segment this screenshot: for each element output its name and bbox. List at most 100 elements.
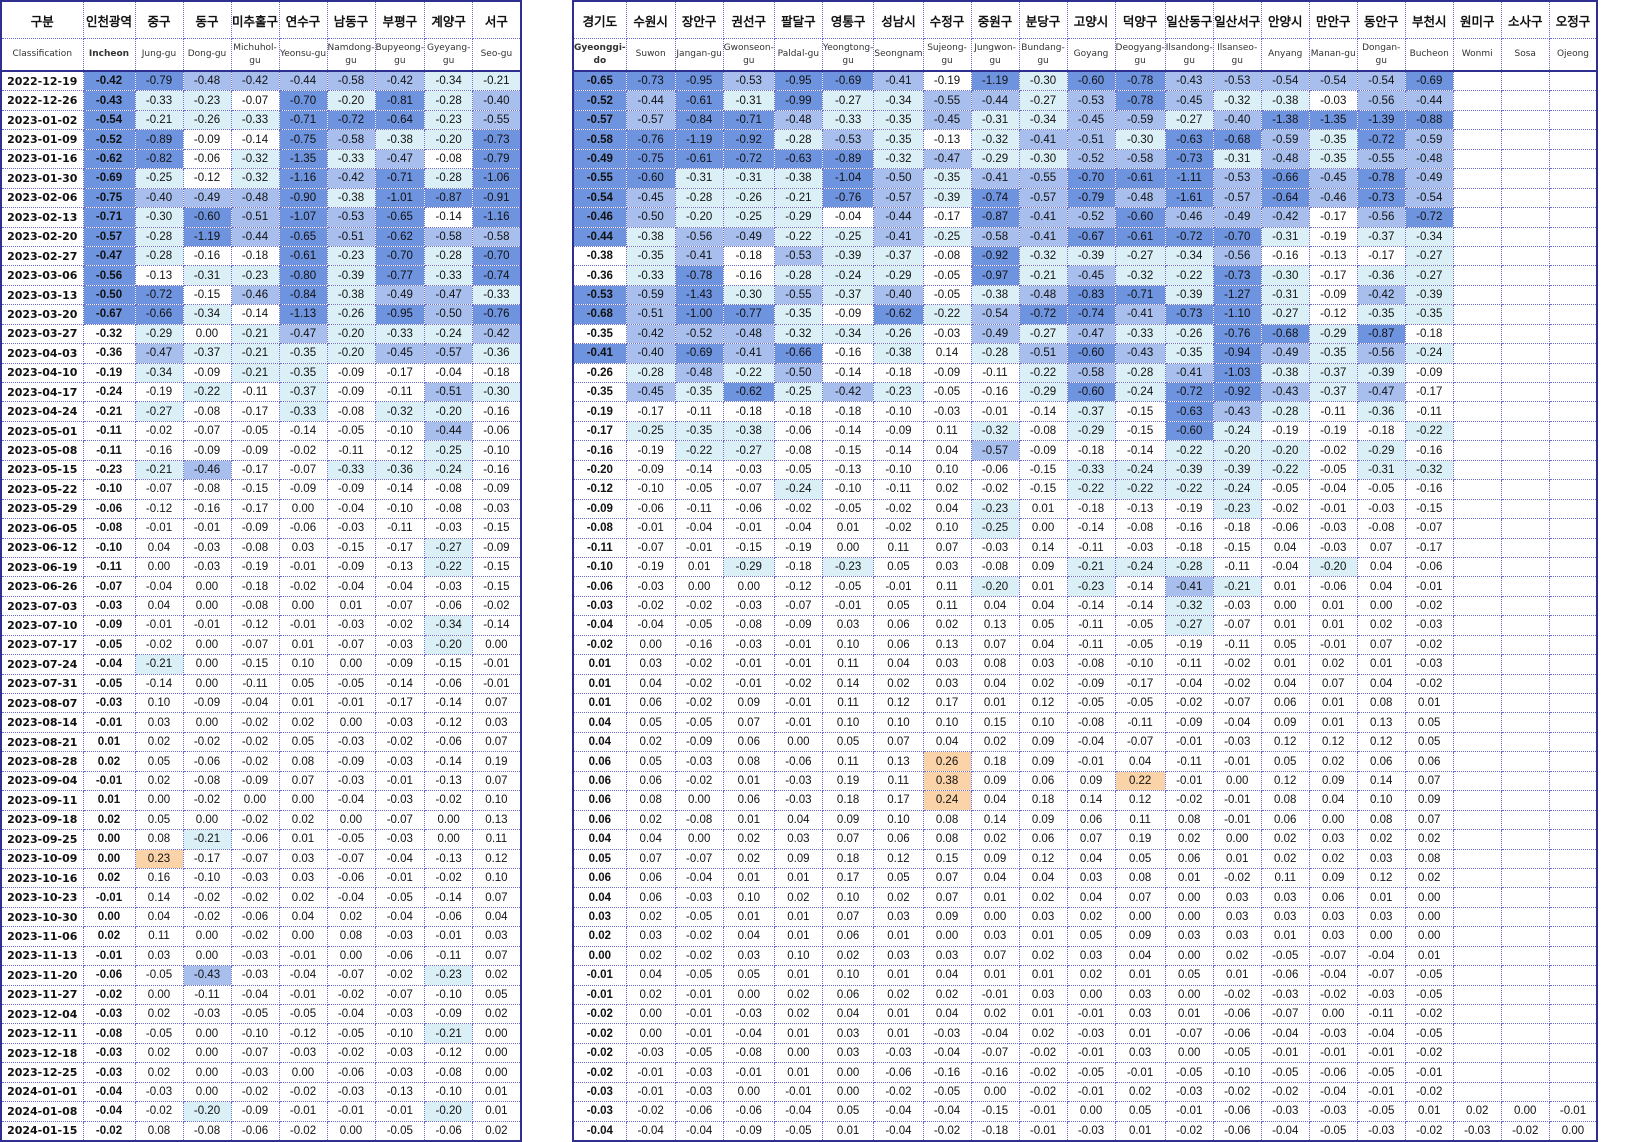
value-cell: -0.02 [571, 1003, 627, 1025]
table-row: 2023-06-19 -0.11 0.00 -0.03 -0.19 -0.01 -0.09-… [0, 556, 522, 578]
value-cell: 0.00 [182, 654, 232, 675]
value-cell: -0.28 [1260, 401, 1310, 422]
value-cell: -0.79 [472, 148, 522, 170]
value-cell: -0.02 [674, 692, 724, 714]
value-cell: -0.01 [773, 692, 823, 714]
table-row: -0.57 -0.57 -0.84 -0.71 -0.48 -0.33 -0.35 -0.45… [571, 109, 1599, 131]
table-row: -0.12 -0.10 -0.05 -0.07 -0.24 -0.10 -0.11 0.02-… [571, 479, 1599, 500]
value-cell [1500, 751, 1550, 772]
table-row: 0.04 0.05 -0.05 0.07 -0.01 0.10 0.10 0.10 0.15 0.… [571, 712, 1599, 733]
value-cell: 0.04 [1018, 634, 1068, 656]
value-cell: -0.42 [625, 323, 676, 345]
value-cell: 0.00 [1114, 906, 1166, 928]
value-cell: -0.44 [278, 70, 328, 92]
value-cell: -0.53 [1212, 168, 1262, 189]
value-cell: -0.15 [1114, 420, 1166, 442]
value-cell [1500, 712, 1550, 733]
value-cell: 0.08 [1260, 790, 1310, 811]
value-cell: -0.50 [82, 284, 136, 306]
value-cell: -0.38 [722, 420, 775, 442]
value-cell: -0.02 [1018, 1042, 1068, 1064]
value-cell: -0.07 [374, 984, 426, 1006]
value-cell: 0.00 [722, 1081, 775, 1103]
value-cell: -0.31 [722, 168, 775, 189]
value-cell: -0.72 [1404, 207, 1454, 228]
value-cell: 0.04 [1018, 867, 1068, 889]
value-cell: 0.06 [821, 926, 875, 947]
value-cell: -0.40 [625, 343, 676, 364]
value-cell: 0.00 [424, 829, 474, 850]
value-cell: 0.11 [821, 654, 875, 675]
table-row: 2023-05-15 -0.23 -0.21 -0.46 -0.17 -0.07 -0.33… [0, 459, 522, 481]
value-cell: -0.01 [970, 984, 1020, 1006]
value-cell: -0.29 [1018, 381, 1068, 403]
value-cell: 0.02 [82, 751, 136, 772]
value-cell: -0.23 [424, 965, 474, 986]
value-cell: -0.22 [1018, 362, 1068, 384]
value-cell: 0.07 [922, 867, 972, 889]
value-cell: -0.23 [182, 90, 232, 111]
value-cell [1548, 556, 1599, 578]
value-cell: 0.00 [1500, 1101, 1550, 1122]
value-cell [1452, 265, 1502, 286]
value-cell: 0.03 [278, 867, 328, 889]
value-cell: -0.01 [1066, 1081, 1116, 1103]
value-cell: -0.19 [82, 362, 136, 384]
value-cell: 0.02 [773, 887, 823, 908]
value-cell: -0.42 [82, 70, 136, 92]
value-cell: 0.01 [1212, 965, 1262, 986]
value-cell: -0.01 [1018, 1120, 1068, 1142]
value-cell: -0.44 [970, 90, 1020, 111]
value-cell: 0.06 [571, 751, 627, 772]
value-cell [1548, 420, 1599, 442]
value-cell [1452, 731, 1502, 753]
value-cell: 0.00 [472, 1042, 522, 1064]
value-cell: -0.31 [1260, 226, 1310, 247]
value-cell [1548, 790, 1599, 811]
value-cell: -0.01 [1356, 1042, 1406, 1064]
value-cell: -0.02 [278, 440, 328, 461]
value-cell: 0.01 [82, 731, 136, 753]
value-cell: -0.74 [472, 265, 522, 286]
value-cell: -0.02 [182, 906, 232, 928]
value-cell: -0.05 [230, 1003, 280, 1025]
value-cell: -0.63 [1164, 129, 1214, 150]
value-cell [1452, 226, 1502, 247]
value-cell: -0.49 [722, 226, 775, 247]
value-cell: -0.10 [625, 479, 676, 500]
date-cell: 2022-12-26 [0, 90, 84, 111]
value-cell [1452, 790, 1502, 811]
value-cell [1452, 1003, 1502, 1025]
value-cell: -0.03 [230, 945, 280, 967]
value-cell: -0.06 [326, 1062, 376, 1083]
value-cell: -0.55 [472, 109, 522, 131]
value-cell: 0.10 [821, 712, 875, 733]
value-cell: -0.03 [922, 323, 972, 345]
value-cell: 0.03 [821, 615, 875, 636]
table-row: 2023-03-20 -0.67 -0.66 -0.34 -0.14 -1.13 -0.26… [0, 304, 522, 325]
value-cell: 0.09 [1114, 926, 1166, 947]
value-cell: -0.35 [922, 168, 972, 189]
value-cell: 0.00 [1308, 809, 1358, 831]
value-cell: -0.09 [230, 770, 280, 792]
value-cell: -0.30 [1018, 148, 1068, 170]
value-cell: 0.01 [1114, 1023, 1166, 1044]
table-row: 0.06 0.02 -0.08 0.01 0.04 0.09 0.10 0.08 0.14 0.0… [571, 809, 1599, 831]
value-cell: 0.01 [873, 965, 924, 986]
column-header: 안양시 [1260, 0, 1310, 39]
value-cell [1452, 148, 1502, 170]
value-cell: -0.04 [326, 887, 376, 908]
value-cell [1500, 673, 1550, 695]
value-cell [1500, 1042, 1550, 1064]
value-cell: -0.01 [674, 537, 724, 558]
value-cell [1452, 1081, 1502, 1103]
value-cell: -0.02 [230, 751, 280, 772]
value-cell: -0.01 [1212, 809, 1262, 831]
value-cell: -0.11 [1066, 634, 1116, 656]
value-cell: -0.09 [821, 304, 875, 325]
gyeonggi-table: 경기도 수원시 장안구 권선구 팔달구 영통구 성남시 수정구 중원구 분당구 고양시 덕양구 일산동구… [571, 0, 1599, 1142]
value-cell: -0.11 [82, 440, 136, 461]
value-cell: -0.28 [1114, 362, 1166, 384]
column-subheader: Ojeong [1548, 38, 1599, 72]
value-cell: -1.00 [674, 304, 724, 325]
